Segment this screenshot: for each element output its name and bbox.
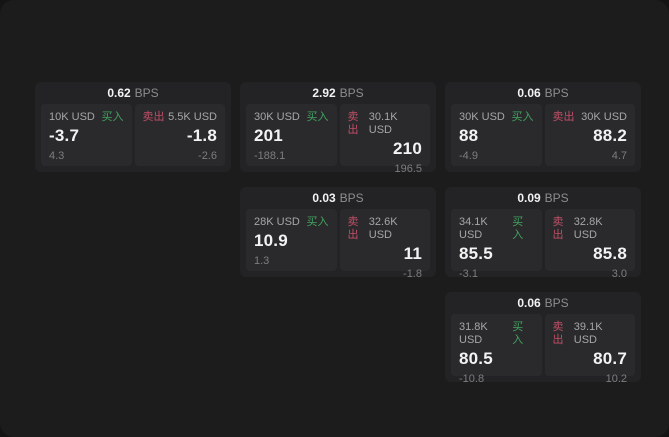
sell-delta: 196.5 bbox=[394, 163, 422, 175]
quote-card: 0.03 BPS 28K USD 买入 10.9 1.3 卖出 32.6K US… bbox=[240, 187, 436, 280]
bps-spread-value: 0.03 bbox=[312, 191, 336, 205]
sell-size: 30.1K USD bbox=[368, 111, 398, 136]
sell-delta: 3.0 bbox=[611, 268, 627, 280]
sell-price: -1.8 bbox=[186, 126, 217, 145]
buy-side-label: 买入 bbox=[306, 111, 329, 123]
sell-size: 39.1K USD bbox=[573, 321, 603, 346]
card-header: 0.03 BPS bbox=[240, 187, 436, 209]
bps-unit-label: BPS bbox=[339, 86, 364, 100]
card-header: 0.09 BPS bbox=[445, 187, 641, 209]
buy-delta: 1.3 bbox=[254, 255, 270, 267]
quote-card: 0.06 BPS 30K USD 买入 88 -4.9 卖出 30K USD 8… bbox=[445, 82, 641, 172]
buy-quote-panel[interactable]: 30K USD 买入 201 -188.1 bbox=[246, 104, 337, 166]
sell-price: 210 bbox=[393, 139, 422, 158]
sell-quote-panel[interactable]: 卖出 30.1K USD 210 196.5 bbox=[339, 104, 430, 175]
card-header: 0.62 BPS bbox=[35, 82, 231, 104]
bps-spread-value: 0.09 bbox=[517, 191, 541, 205]
bps-spread-value: 0.06 bbox=[517, 296, 541, 310]
sell-side-label: 卖出 bbox=[552, 111, 575, 123]
buy-price: 88 bbox=[459, 126, 479, 145]
card-header: 2.92 BPS bbox=[240, 82, 436, 104]
sell-quote-panel[interactable]: 卖出 39.1K USD 80.7 10.2 bbox=[544, 314, 635, 385]
buy-price: 80.5 bbox=[459, 349, 493, 368]
sell-delta: -2.6 bbox=[198, 150, 217, 162]
buy-delta: -188.1 bbox=[254, 150, 286, 162]
quote-card: 2.92 BPS 30K USD 买入 201 -188.1 卖出 30.1K … bbox=[240, 82, 436, 175]
bps-spread-value: 0.06 bbox=[517, 86, 541, 100]
buy-delta: -10.8 bbox=[459, 373, 485, 385]
buy-size: 10K USD bbox=[49, 111, 95, 123]
bps-unit-label: BPS bbox=[544, 86, 569, 100]
sell-quote-panel[interactable]: 卖出 30K USD 88.2 4.7 bbox=[544, 104, 635, 166]
quote-card: 0.06 BPS 31.8K USD 买入 80.5 -10.8 卖出 39.1… bbox=[445, 292, 641, 385]
buy-size: 31.8K USD bbox=[459, 321, 488, 346]
buy-side-label: 买入 bbox=[511, 111, 534, 123]
sell-size: 5.5K USD bbox=[168, 111, 217, 123]
buy-quote-panel[interactable]: 10K USD 买入 -3.7 4.3 bbox=[41, 104, 132, 166]
buy-price: 10.9 bbox=[254, 231, 288, 250]
bps-unit-label: BPS bbox=[544, 296, 569, 310]
card-header: 0.06 BPS bbox=[445, 292, 641, 314]
quote-card: 0.09 BPS 34.1K USD 买入 85.5 -3.1 卖出 32.8K… bbox=[445, 187, 641, 280]
bps-unit-label: BPS bbox=[134, 86, 159, 100]
sell-price: 85.8 bbox=[593, 244, 627, 263]
buy-side-label: 买入 bbox=[306, 216, 329, 228]
sell-delta: -1.8 bbox=[403, 268, 422, 280]
sell-side-label: 卖出 bbox=[142, 111, 165, 123]
buy-side-label: 买入 bbox=[512, 216, 524, 241]
buy-quote-panel[interactable]: 28K USD 买入 10.9 1.3 bbox=[246, 209, 337, 271]
sell-price: 80.7 bbox=[593, 349, 627, 368]
sell-price: 88.2 bbox=[593, 126, 627, 145]
sell-quote-panel[interactable]: 卖出 32.8K USD 85.8 3.0 bbox=[544, 209, 635, 280]
quote-card: 0.62 BPS 10K USD 买入 -3.7 4.3 卖出 5.5K USD… bbox=[35, 82, 231, 172]
buy-price: 201 bbox=[254, 126, 283, 145]
bps-spread-value: 2.92 bbox=[312, 86, 336, 100]
sell-side-label: 卖出 bbox=[552, 321, 564, 346]
bps-unit-label: BPS bbox=[544, 191, 569, 205]
bps-unit-label: BPS bbox=[339, 191, 364, 205]
sell-side-label: 卖出 bbox=[552, 216, 564, 241]
buy-size: 34.1K USD bbox=[459, 216, 488, 241]
sell-price: 11 bbox=[403, 244, 422, 263]
buy-delta: -4.9 bbox=[459, 150, 478, 162]
bps-spread-value: 0.62 bbox=[107, 86, 131, 100]
buy-quote-panel[interactable]: 31.8K USD 买入 80.5 -10.8 bbox=[451, 314, 542, 385]
buy-size: 30K USD bbox=[459, 111, 505, 123]
buy-delta: -3.1 bbox=[459, 268, 478, 280]
buy-size: 28K USD bbox=[254, 216, 300, 228]
buy-size: 30K USD bbox=[254, 111, 300, 123]
buy-side-label: 买入 bbox=[101, 111, 124, 123]
buy-delta: 4.3 bbox=[49, 150, 65, 162]
card-header: 0.06 BPS bbox=[445, 82, 641, 104]
buy-price: -3.7 bbox=[49, 126, 80, 145]
buy-quote-panel[interactable]: 30K USD 买入 88 -4.9 bbox=[451, 104, 542, 166]
sell-side-label: 卖出 bbox=[347, 111, 359, 136]
sell-size: 32.8K USD bbox=[573, 216, 603, 241]
buy-side-label: 买入 bbox=[512, 321, 524, 346]
sell-quote-panel[interactable]: 卖出 5.5K USD -1.8 -2.6 bbox=[134, 104, 225, 166]
buy-price: 85.5 bbox=[459, 244, 493, 263]
buy-quote-panel[interactable]: 34.1K USD 买入 85.5 -3.1 bbox=[451, 209, 542, 280]
sell-delta: 10.2 bbox=[605, 373, 627, 385]
sell-delta: 4.7 bbox=[611, 150, 627, 162]
sell-side-label: 卖出 bbox=[347, 216, 359, 241]
sell-size: 30K USD bbox=[581, 111, 627, 123]
sell-quote-panel[interactable]: 卖出 32.6K USD 11 -1.8 bbox=[339, 209, 430, 280]
sell-size: 32.6K USD bbox=[368, 216, 398, 241]
